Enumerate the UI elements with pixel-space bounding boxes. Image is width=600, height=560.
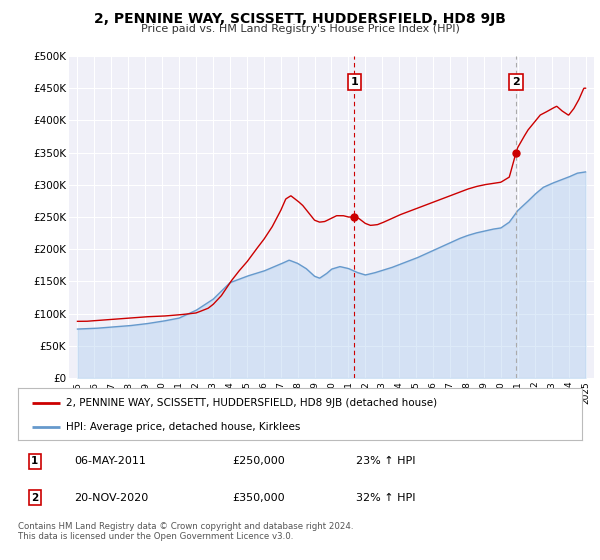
Text: 1: 1 [350,77,358,87]
Text: 20-NOV-2020: 20-NOV-2020 [74,493,149,503]
Text: 23% ↑ HPI: 23% ↑ HPI [356,456,416,466]
Text: HPI: Average price, detached house, Kirklees: HPI: Average price, detached house, Kirk… [66,422,301,432]
Text: 2, PENNINE WAY, SCISSETT, HUDDERSFIELD, HD8 9JB (detached house): 2, PENNINE WAY, SCISSETT, HUDDERSFIELD, … [66,398,437,408]
Text: 1: 1 [31,456,38,466]
Text: 06-MAY-2011: 06-MAY-2011 [74,456,146,466]
Text: Price paid vs. HM Land Registry's House Price Index (HPI): Price paid vs. HM Land Registry's House … [140,24,460,34]
Text: 2: 2 [31,493,38,503]
Text: £250,000: £250,000 [232,456,285,466]
Text: 32% ↑ HPI: 32% ↑ HPI [356,493,416,503]
Text: 2: 2 [512,77,520,87]
Text: 2, PENNINE WAY, SCISSETT, HUDDERSFIELD, HD8 9JB: 2, PENNINE WAY, SCISSETT, HUDDERSFIELD, … [94,12,506,26]
Text: £350,000: £350,000 [232,493,285,503]
Text: Contains HM Land Registry data © Crown copyright and database right 2024.
This d: Contains HM Land Registry data © Crown c… [18,522,353,542]
